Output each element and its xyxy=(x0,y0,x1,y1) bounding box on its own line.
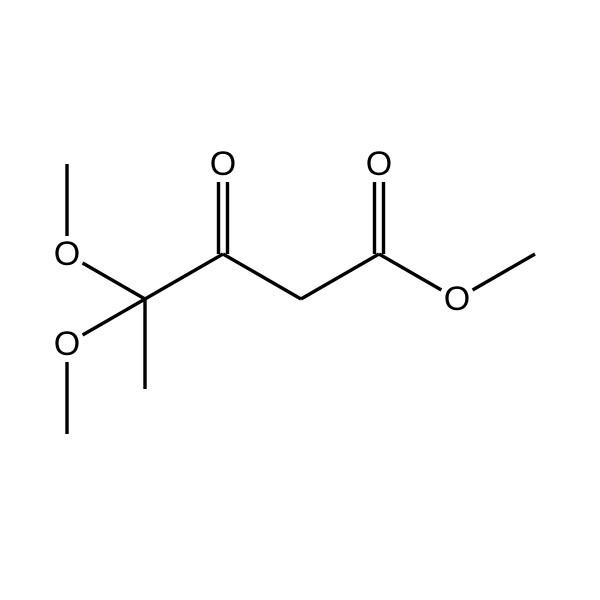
bond-line xyxy=(145,254,223,299)
bond-line xyxy=(473,254,535,290)
atom-label: O xyxy=(54,325,80,363)
bond-line xyxy=(83,263,145,299)
bond-line xyxy=(223,254,301,299)
atom-label: O xyxy=(366,145,392,183)
chemical-structure-diagram: O O O O O xyxy=(0,0,600,600)
bond-line xyxy=(301,254,379,299)
bond-line xyxy=(379,254,441,290)
bond-line xyxy=(83,299,145,335)
atom-label: O xyxy=(210,145,236,183)
atom-label: O xyxy=(444,280,470,318)
atom-label: O xyxy=(54,235,80,273)
